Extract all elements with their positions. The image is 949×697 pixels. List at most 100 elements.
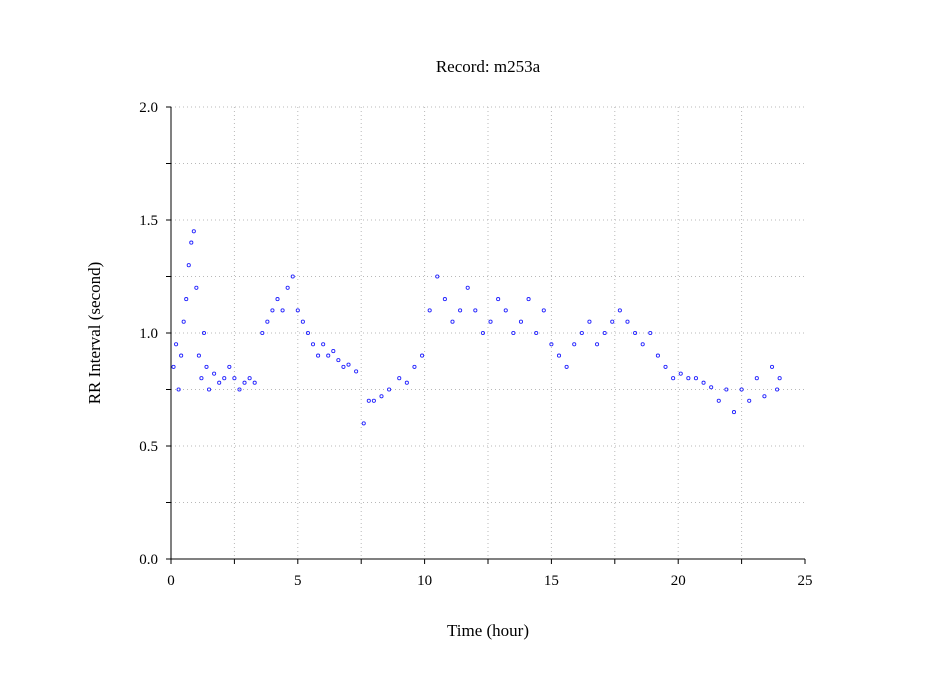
data-point <box>503 308 508 313</box>
data-point <box>549 342 554 347</box>
data-point <box>731 410 737 415</box>
data-point <box>242 380 247 385</box>
data-point <box>594 342 600 347</box>
data-point <box>206 387 212 392</box>
data-point <box>412 364 417 369</box>
data-point <box>361 421 366 426</box>
data-point <box>199 376 204 381</box>
data-point <box>316 353 321 358</box>
data-point <box>227 364 232 369</box>
y-tick-label: 1.0 <box>139 326 158 342</box>
data-point <box>341 364 346 369</box>
data-point <box>617 308 622 313</box>
data-point <box>716 398 721 403</box>
data-point <box>189 240 194 245</box>
data-point <box>709 385 714 390</box>
y-tick-label: 1.5 <box>139 213 158 229</box>
data-point <box>305 330 310 336</box>
data-point <box>435 274 440 279</box>
data-point <box>247 376 252 381</box>
x-tick-label: 5 <box>294 573 302 589</box>
data-point <box>222 376 227 381</box>
data-point <box>648 330 653 336</box>
data-point <box>280 308 285 313</box>
data-point <box>204 364 209 369</box>
data-point <box>678 371 683 376</box>
data-point <box>174 342 179 347</box>
data-point <box>179 353 184 358</box>
data-point <box>346 362 351 367</box>
data-point <box>181 319 186 324</box>
data-point <box>420 353 425 358</box>
data-point <box>640 342 645 347</box>
x-tick-label: 20 <box>671 573 686 589</box>
data-point <box>488 319 493 324</box>
data-point <box>579 330 584 336</box>
data-point <box>300 319 305 324</box>
data-point <box>633 330 638 336</box>
data-points <box>171 229 782 426</box>
data-point <box>724 387 729 392</box>
data-point <box>465 285 470 290</box>
grid-lines <box>171 106 805 559</box>
data-point <box>655 353 660 358</box>
data-point <box>404 380 409 385</box>
data-point <box>775 387 780 392</box>
data-point <box>496 297 501 302</box>
data-point <box>201 330 207 336</box>
y-tick-label: 2.0 <box>139 100 158 116</box>
data-point <box>541 308 546 313</box>
data-point <box>321 342 326 347</box>
chart-title: Record: m253a <box>436 57 541 76</box>
data-point <box>397 376 402 381</box>
data-point <box>442 297 447 302</box>
data-point <box>663 364 668 369</box>
data-point <box>587 319 592 324</box>
x-tick-label: 25 <box>798 573 813 589</box>
data-point <box>212 371 217 376</box>
data-point <box>473 308 478 313</box>
data-point <box>366 398 371 403</box>
axes <box>166 106 806 564</box>
data-point <box>171 364 176 369</box>
data-point <box>602 330 607 336</box>
data-point <box>285 285 290 290</box>
x-tick-label: 15 <box>544 573 559 589</box>
data-point <box>326 353 331 358</box>
x-tick-label: 0 <box>167 573 175 589</box>
data-point <box>265 319 270 324</box>
data-point <box>387 387 392 392</box>
data-point <box>196 353 201 358</box>
data-point <box>625 319 630 324</box>
data-point <box>270 308 275 313</box>
data-point <box>260 330 265 336</box>
data-point <box>754 376 759 381</box>
data-point <box>518 319 524 324</box>
data-point <box>184 297 189 302</box>
data-point <box>252 380 257 385</box>
data-point <box>511 330 516 336</box>
data-point <box>556 353 562 358</box>
data-point <box>769 364 775 369</box>
data-point <box>701 380 706 385</box>
data-point <box>739 387 744 392</box>
data-point <box>534 330 539 336</box>
data-point <box>176 387 181 392</box>
data-point <box>379 394 384 399</box>
data-point <box>290 274 295 279</box>
data-point <box>693 376 699 381</box>
data-point <box>295 308 300 313</box>
data-point <box>777 376 782 381</box>
data-point <box>354 369 359 374</box>
data-point <box>371 398 376 403</box>
data-point <box>686 376 691 381</box>
y-axis-label: RR Interval (second) <box>85 262 104 405</box>
data-point <box>610 319 615 324</box>
data-point <box>480 330 485 336</box>
y-tick-label: 0.5 <box>139 439 158 455</box>
data-point <box>564 364 569 369</box>
data-point <box>762 394 767 399</box>
data-point <box>458 308 463 313</box>
y-tick-label: 0.0 <box>139 552 158 568</box>
